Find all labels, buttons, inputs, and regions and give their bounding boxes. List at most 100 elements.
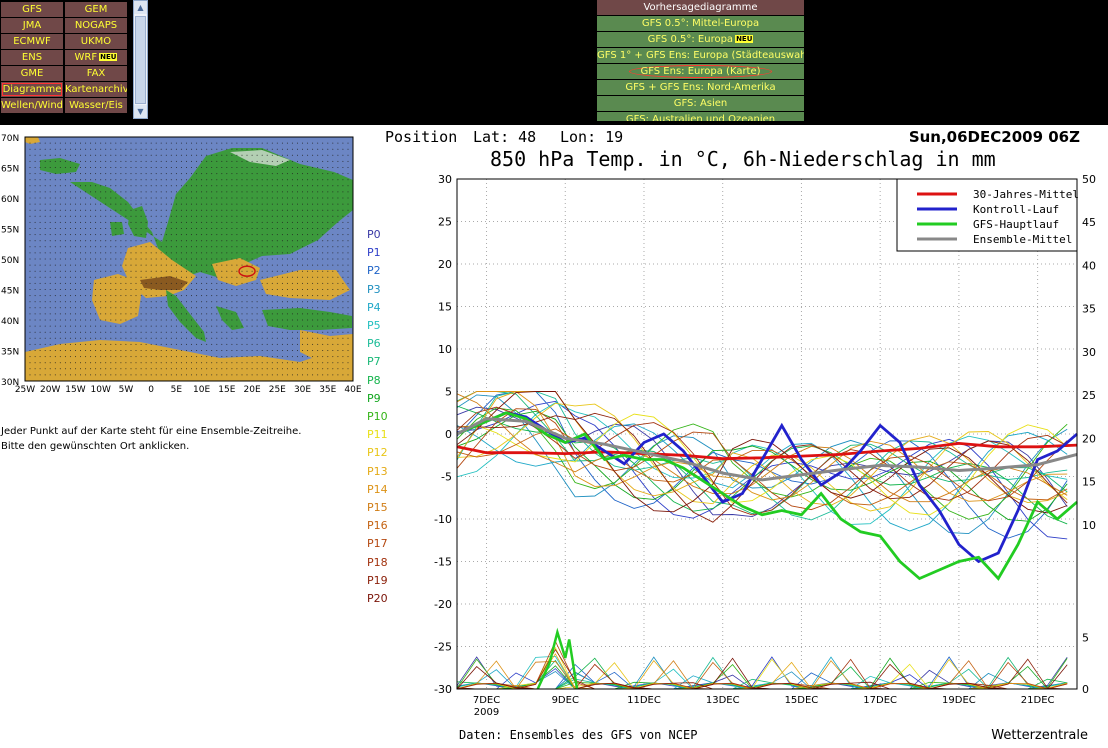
grid-point[interactable] xyxy=(266,331,268,333)
grid-point[interactable] xyxy=(49,368,51,370)
grid-point[interactable] xyxy=(191,319,192,321)
grid-point[interactable] xyxy=(69,264,71,266)
grid-point[interactable] xyxy=(297,374,298,376)
grid-point[interactable] xyxy=(332,215,334,217)
grid-point[interactable] xyxy=(312,270,314,272)
grid-point[interactable] xyxy=(165,258,167,260)
grid-point[interactable] xyxy=(241,337,243,339)
grid-point[interactable] xyxy=(322,368,324,370)
grid-point[interactable] xyxy=(276,179,278,181)
grid-point[interactable] xyxy=(170,179,172,181)
grid-point[interactable] xyxy=(186,209,187,211)
grid-point[interactable] xyxy=(246,154,248,156)
grid-point[interactable] xyxy=(261,215,263,217)
grid-point[interactable] xyxy=(266,295,268,297)
grid-point[interactable] xyxy=(221,319,223,321)
grid-point[interactable] xyxy=(342,148,344,150)
grid-point[interactable] xyxy=(95,270,97,272)
grid-point[interactable] xyxy=(39,368,41,370)
grid-point[interactable] xyxy=(216,374,218,376)
grid-point[interactable] xyxy=(196,319,198,321)
grid-point[interactable] xyxy=(64,173,66,175)
grid-point[interactable] xyxy=(347,185,349,187)
grid-point[interactable] xyxy=(206,179,208,181)
grid-point[interactable] xyxy=(226,258,228,260)
grid-point[interactable] xyxy=(145,337,147,339)
grid-point[interactable] xyxy=(286,368,288,370)
grid-point[interactable] xyxy=(145,331,147,333)
grid-point[interactable] xyxy=(165,221,167,223)
grid-point[interactable] xyxy=(271,191,273,193)
grid-point[interactable] xyxy=(180,264,182,266)
grid-point[interactable] xyxy=(347,215,349,217)
grid-point[interactable] xyxy=(180,282,182,284)
grid-point[interactable] xyxy=(59,185,61,187)
grid-point[interactable] xyxy=(186,185,187,187)
grid-point[interactable] xyxy=(211,252,213,254)
grid-point[interactable] xyxy=(286,240,288,242)
grid-point[interactable] xyxy=(307,167,309,168)
grid-point[interactable] xyxy=(165,228,167,229)
grid-point[interactable] xyxy=(34,270,36,272)
grid-point[interactable] xyxy=(191,185,192,187)
grid-point[interactable] xyxy=(155,374,157,376)
grid-point[interactable] xyxy=(266,203,268,205)
grid-point[interactable] xyxy=(75,221,76,223)
grid-point[interactable] xyxy=(170,258,172,260)
grid-point[interactable] xyxy=(175,228,177,229)
grid-point[interactable] xyxy=(90,337,92,339)
grid-point[interactable] xyxy=(307,264,309,266)
grid-point[interactable] xyxy=(221,270,223,272)
grid-point[interactable] xyxy=(64,368,66,370)
grid-point[interactable] xyxy=(201,246,203,248)
grid-point[interactable] xyxy=(302,185,303,187)
grid-point[interactable] xyxy=(180,337,182,339)
grid-point[interactable] xyxy=(75,215,76,217)
grid-point[interactable] xyxy=(342,185,344,187)
grid-point[interactable] xyxy=(75,185,76,187)
grid-point[interactable] xyxy=(236,203,238,205)
grid-point[interactable] xyxy=(251,337,253,339)
grid-point[interactable] xyxy=(332,142,334,144)
grid-point[interactable] xyxy=(241,185,243,187)
grid-point[interactable] xyxy=(221,160,223,162)
grid-point[interactable] xyxy=(322,234,324,236)
grid-point[interactable] xyxy=(75,307,76,309)
grid-point[interactable] xyxy=(130,209,132,211)
grid-point[interactable] xyxy=(44,160,46,162)
grid-point[interactable] xyxy=(180,289,182,290)
grid-point[interactable] xyxy=(342,289,344,290)
grid-point[interactable] xyxy=(170,246,172,248)
grid-point[interactable] xyxy=(347,319,349,321)
grid-point[interactable] xyxy=(302,234,303,236)
grid-point[interactable] xyxy=(307,228,309,229)
grid-point[interactable] xyxy=(206,142,208,144)
grid-point[interactable] xyxy=(256,307,258,309)
grid-point[interactable] xyxy=(216,337,218,339)
grid-point[interactable] xyxy=(241,331,243,333)
grid-point[interactable] xyxy=(34,167,36,168)
grid-point[interactable] xyxy=(39,185,41,187)
grid-point[interactable] xyxy=(271,142,273,144)
grid-point[interactable] xyxy=(337,197,339,199)
grid-point[interactable] xyxy=(256,209,258,211)
grid-point[interactable] xyxy=(170,234,172,236)
grid-point[interactable] xyxy=(216,197,218,199)
grid-point[interactable] xyxy=(90,203,92,205)
grid-point[interactable] xyxy=(115,252,117,254)
grid-point[interactable] xyxy=(105,368,107,370)
grid-point[interactable] xyxy=(291,179,293,181)
grid-point[interactable] xyxy=(332,301,334,303)
grid-point[interactable] xyxy=(85,368,87,370)
grid-point[interactable] xyxy=(271,167,273,168)
grid-point[interactable] xyxy=(105,307,107,309)
grid-point[interactable] xyxy=(170,337,172,339)
grid-point[interactable] xyxy=(216,350,218,351)
grid-point[interactable] xyxy=(332,325,334,327)
grid-point[interactable] xyxy=(221,289,223,290)
grid-point[interactable] xyxy=(140,185,142,187)
grid-point[interactable] xyxy=(69,209,71,211)
grid-point[interactable] xyxy=(347,252,349,254)
grid-point[interactable] xyxy=(85,337,87,339)
grid-point[interactable] xyxy=(29,264,31,266)
